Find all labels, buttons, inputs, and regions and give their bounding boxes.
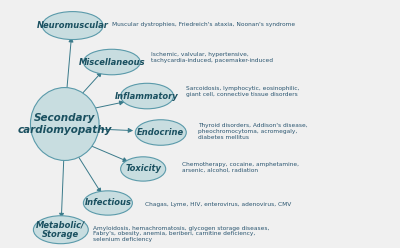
Ellipse shape [121,83,174,109]
Text: Infectious: Infectious [84,198,131,208]
Text: Endocrine: Endocrine [137,128,184,137]
Ellipse shape [30,88,99,160]
Text: Chagas, Lyme, HIV, enterovirus, adenovirus, CMV: Chagas, Lyme, HIV, enterovirus, adenovir… [145,202,291,207]
Text: Miscellaneous: Miscellaneous [78,58,145,66]
Text: Thyroid disorders, Addison's disease,
pheochromocytoma, acromegaly,
diabetes mel: Thyroid disorders, Addison's disease, ph… [198,124,308,140]
Ellipse shape [83,49,140,75]
Text: Amyloidosis, hemachromatosis, glycogen storage diseases,
Fabry's, obesity, anemi: Amyloidosis, hemachromatosis, glycogen s… [93,225,270,242]
Text: Neuromuscular: Neuromuscular [37,21,108,30]
Ellipse shape [42,12,103,39]
Text: Muscular dystrophies, Friedreich's ataxia, Noonan's syndrome: Muscular dystrophies, Friedreich's ataxi… [112,22,295,27]
Text: Chemotherapy, cocaine, amphetamine,
arsenic, alcohol, radiation: Chemotherapy, cocaine, amphetamine, arse… [182,162,299,173]
Text: Secondary
cardiomyopathy: Secondary cardiomyopathy [18,113,112,135]
Text: Metabolic/
Storage: Metabolic/ Storage [36,220,86,239]
Ellipse shape [121,157,166,181]
Text: Toxicity: Toxicity [125,164,161,173]
Ellipse shape [83,191,132,215]
Text: Ischemic, valvular, hypertensive,
tachycardia-induced, pacemaker-induced: Ischemic, valvular, hypertensive, tachyc… [151,52,273,62]
Text: Sarcoidosis, lymphocytic, eosinophilic,
giant cell, connective tissue disorders: Sarcoidosis, lymphocytic, eosinophilic, … [186,86,300,96]
Text: Inflammatory: Inflammatory [115,92,179,100]
Ellipse shape [33,216,88,244]
Ellipse shape [135,120,186,145]
